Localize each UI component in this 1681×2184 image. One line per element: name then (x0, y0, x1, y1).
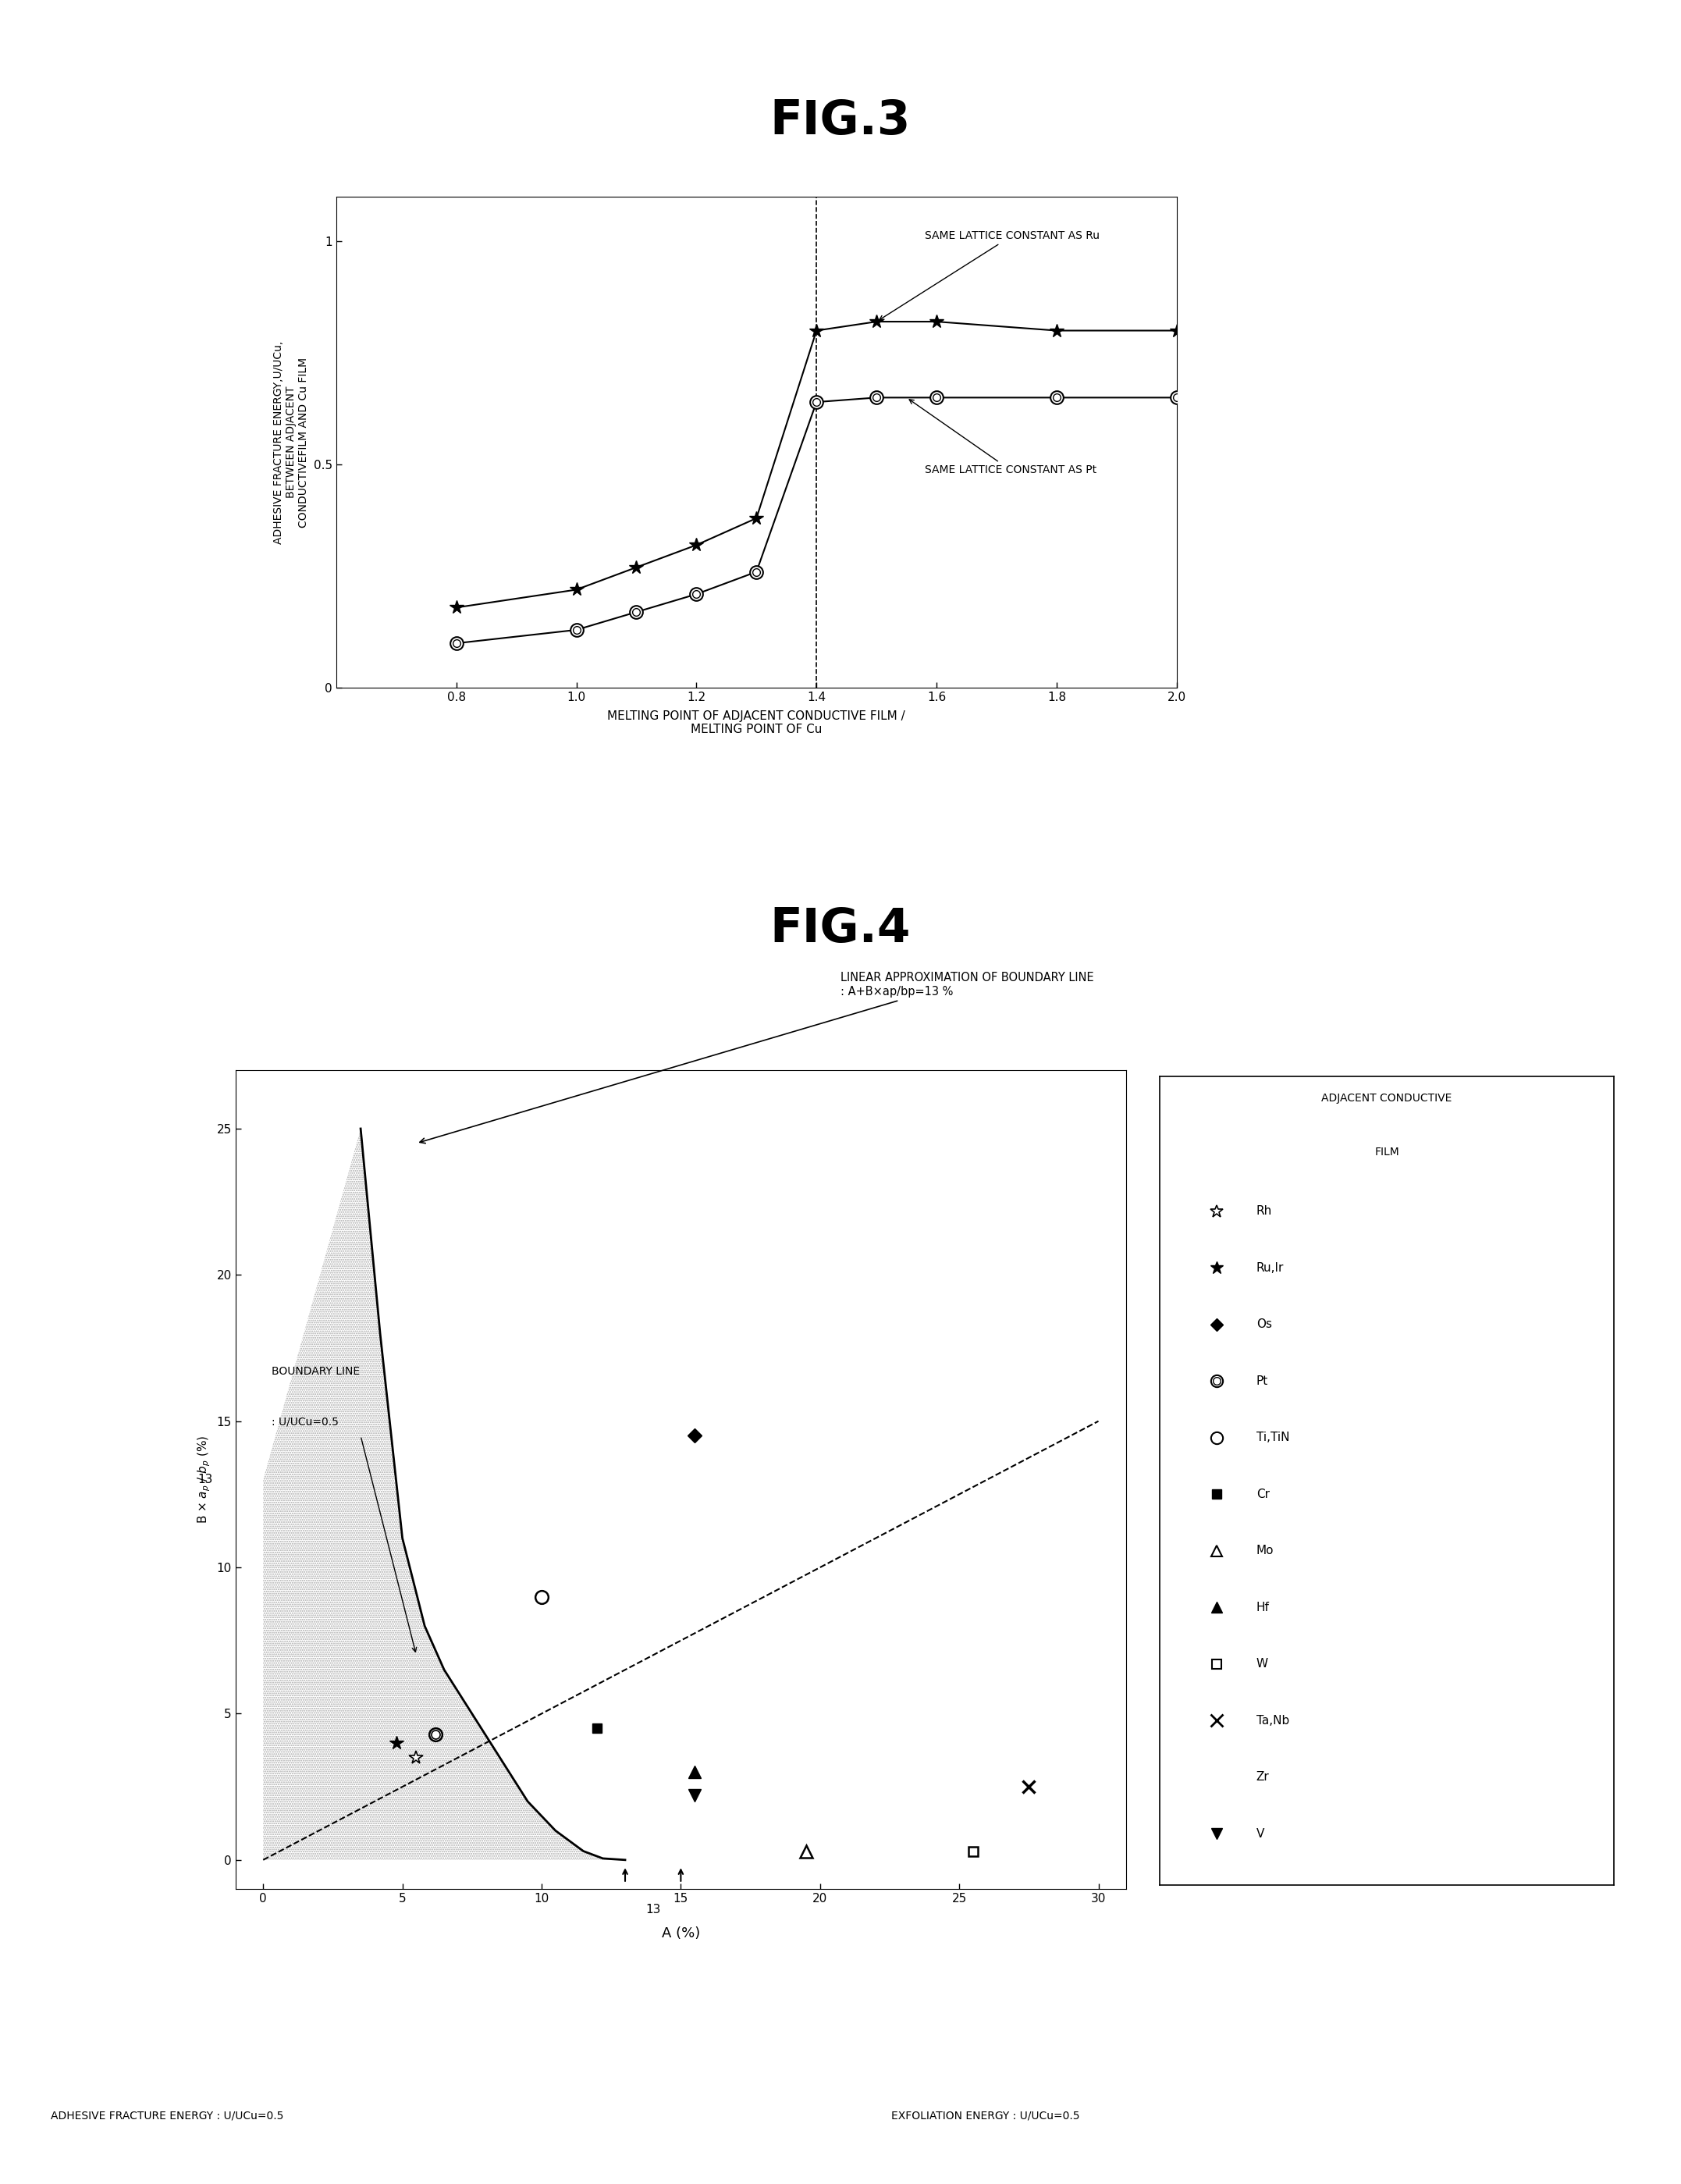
Text: Cr: Cr (1256, 1487, 1269, 1500)
Text: ADHESIVE FRACTURE ENERGY : U/UCu=0.5: ADHESIVE FRACTURE ENERGY : U/UCu=0.5 (50, 2110, 284, 2121)
Text: Mo: Mo (1256, 1544, 1274, 1557)
Text: Pt: Pt (1256, 1376, 1267, 1387)
Text: W: W (1256, 1658, 1267, 1671)
Y-axis label: ADHESIVE FRACTURE ENERGY,U/UCu,
BETWEEN ADJACENT
CONDUCTIVEFILM AND Cu FILM: ADHESIVE FRACTURE ENERGY,U/UCu, BETWEEN … (272, 341, 309, 544)
Text: FIG.4: FIG.4 (770, 906, 911, 952)
Text: Ta,Nb: Ta,Nb (1256, 1714, 1289, 1725)
Text: LINEAR APPROXIMATION OF BOUNDARY LINE
: A+B×ap/bp=13 %: LINEAR APPROXIMATION OF BOUNDARY LINE : … (840, 972, 1094, 998)
X-axis label: MELTING POINT OF ADJACENT CONDUCTIVE FILM /
MELTING POINT OF Cu: MELTING POINT OF ADJACENT CONDUCTIVE FIL… (607, 710, 906, 736)
Text: 13: 13 (646, 1904, 661, 1915)
X-axis label: A (%): A (%) (662, 1926, 699, 1939)
Text: SAME LATTICE CONSTANT AS Ru: SAME LATTICE CONSTANT AS Ru (879, 229, 1099, 319)
Text: Rh: Rh (1256, 1206, 1273, 1216)
Text: 13: 13 (198, 1474, 213, 1485)
Text: Os: Os (1256, 1319, 1273, 1330)
Text: Zr: Zr (1256, 1771, 1269, 1782)
Text: V: V (1256, 1828, 1264, 1839)
Text: BOUNDARY LINE: BOUNDARY LINE (272, 1367, 360, 1378)
Text: FIG.3: FIG.3 (770, 98, 911, 144)
Text: : U/UCu=0.5: : U/UCu=0.5 (272, 1415, 338, 1426)
Text: Hf: Hf (1256, 1601, 1269, 1614)
Text: EXFOLIATION ENERGY : U/UCu=0.5: EXFOLIATION ENERGY : U/UCu=0.5 (891, 2110, 1079, 2121)
Text: SAME LATTICE CONSTANT AS Pt: SAME LATTICE CONSTANT AS Pt (909, 400, 1096, 476)
Text: FILM: FILM (1375, 1147, 1399, 1158)
Text: ADJACENT CONDUCTIVE: ADJACENT CONDUCTIVE (1321, 1092, 1452, 1103)
Y-axis label: B × $a_p$ / $b_p$ (%): B × $a_p$ / $b_p$ (%) (197, 1435, 212, 1524)
Text: Ru,Ir: Ru,Ir (1256, 1262, 1284, 1273)
Text: Ti,TiN: Ti,TiN (1256, 1433, 1289, 1444)
